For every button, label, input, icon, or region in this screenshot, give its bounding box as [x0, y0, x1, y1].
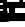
Text: AST specific activity( IU/L or IU/gprot): AST specific activity( IU/L or IU/gprot)	[0, 0, 23, 27]
Bar	[6, 18, 9, 19]
Bar	[11, 5, 13, 25]
Bar	[20, 24, 22, 25]
Bar	[6, 23, 9, 25]
Bar	[16, 15, 18, 19]
Bar	[11, 9, 13, 19]
Bar	[16, 17, 18, 25]
